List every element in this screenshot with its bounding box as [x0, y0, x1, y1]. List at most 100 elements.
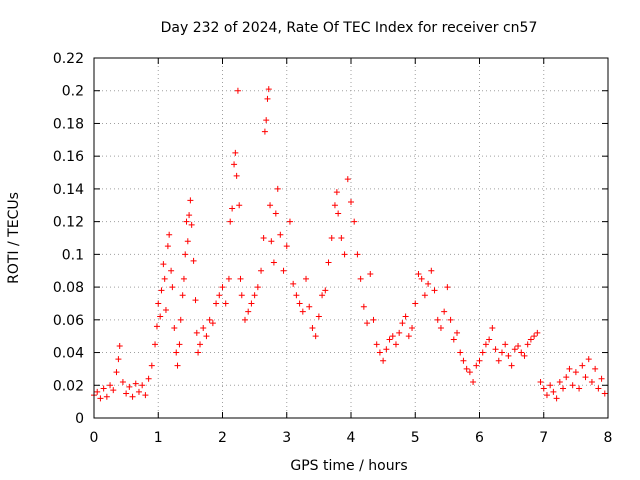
y-tick-label: 0.04	[53, 346, 84, 362]
data-point	[508, 362, 515, 369]
x-tick-label: 6	[475, 430, 484, 446]
data-point	[245, 308, 252, 315]
data-point	[158, 287, 165, 294]
data-point	[380, 357, 387, 364]
data-point	[351, 218, 358, 225]
data-point	[115, 356, 122, 363]
y-tick-label: 0.14	[53, 182, 84, 198]
data-point	[560, 385, 567, 392]
data-point	[421, 292, 428, 299]
data-point	[588, 379, 595, 385]
data-point	[547, 382, 554, 389]
data-point	[463, 365, 470, 372]
data-point	[540, 385, 547, 392]
data-point	[566, 365, 573, 372]
data-point	[428, 267, 435, 274]
data-point	[412, 300, 419, 307]
data-point	[162, 307, 169, 313]
data-point	[402, 313, 409, 320]
data-point	[572, 369, 579, 376]
data-point	[126, 383, 133, 390]
data-point	[174, 362, 181, 369]
data-point	[286, 218, 293, 225]
data-point	[193, 329, 200, 336]
data-point	[254, 284, 261, 291]
data-point	[263, 117, 270, 124]
data-point	[553, 395, 560, 402]
data-point	[415, 271, 422, 277]
y-tick-label: 0.02	[53, 378, 84, 394]
data-point	[434, 316, 441, 323]
data-point	[183, 218, 190, 225]
data-point	[241, 316, 248, 323]
data-point	[386, 336, 393, 343]
data-point	[197, 341, 204, 348]
data-point	[495, 357, 502, 364]
y-tick-label: 0	[75, 411, 84, 427]
data-point	[521, 352, 528, 359]
data-point	[315, 313, 322, 320]
data-point	[216, 292, 223, 299]
data-point	[473, 362, 480, 369]
data-point	[418, 275, 425, 282]
x-axis-ticks: 0 1 2 3 4 5 6 7 8	[90, 58, 612, 446]
data-point	[527, 336, 534, 343]
data-point	[543, 392, 550, 399]
data-point	[248, 300, 255, 307]
data-point	[169, 284, 176, 291]
data-point	[270, 259, 277, 266]
data-point	[303, 275, 310, 282]
chart-title: Day 232 of 2024, Rate Of TEC Index for r…	[161, 20, 538, 36]
data-point	[354, 251, 361, 258]
data-point	[296, 300, 303, 307]
x-tick-label: 7	[539, 430, 548, 446]
data-point	[132, 380, 139, 387]
data-point	[470, 379, 477, 385]
data-point	[595, 385, 602, 392]
data-point	[505, 352, 512, 359]
data-point	[364, 320, 371, 327]
data-point	[94, 388, 101, 395]
data-point	[450, 336, 457, 343]
data-point	[148, 362, 155, 369]
data-point	[357, 275, 364, 282]
data-point	[299, 308, 306, 315]
data-point	[333, 189, 340, 196]
data-point	[251, 292, 258, 299]
data-point	[155, 300, 162, 307]
data-point	[331, 202, 338, 209]
x-tick-label: 1	[154, 430, 163, 446]
data-point	[550, 388, 557, 395]
data-point	[225, 275, 232, 282]
data-point	[261, 128, 268, 135]
data-point	[511, 346, 518, 353]
data-point	[164, 243, 171, 250]
data-point	[182, 251, 189, 258]
data-point	[360, 303, 367, 310]
data-point	[258, 267, 265, 274]
data-point	[184, 238, 191, 245]
data-point	[425, 280, 432, 287]
data-point	[160, 261, 167, 268]
data-point	[399, 320, 406, 327]
data-point	[113, 369, 120, 376]
data-point	[376, 349, 383, 356]
data-point	[177, 316, 184, 323]
data-point	[179, 292, 186, 299]
data-point	[274, 185, 281, 192]
data-point	[582, 374, 589, 381]
data-point	[447, 316, 454, 323]
data-point	[444, 284, 451, 291]
data-point	[585, 356, 592, 363]
data-point	[142, 392, 149, 399]
data-point	[213, 300, 220, 307]
data-point	[476, 357, 483, 364]
y-axis-ticks: 0 0.02 0.04 0.06 0.08 0.1 0.12 0.14 0.16 0.18 0.2 0…	[53, 51, 608, 427]
data-point	[325, 259, 332, 266]
data-point	[267, 202, 274, 209]
data-point	[370, 316, 377, 323]
y-tick-label: 0.16	[53, 149, 84, 165]
data-point	[389, 333, 396, 340]
data-point	[457, 349, 464, 356]
